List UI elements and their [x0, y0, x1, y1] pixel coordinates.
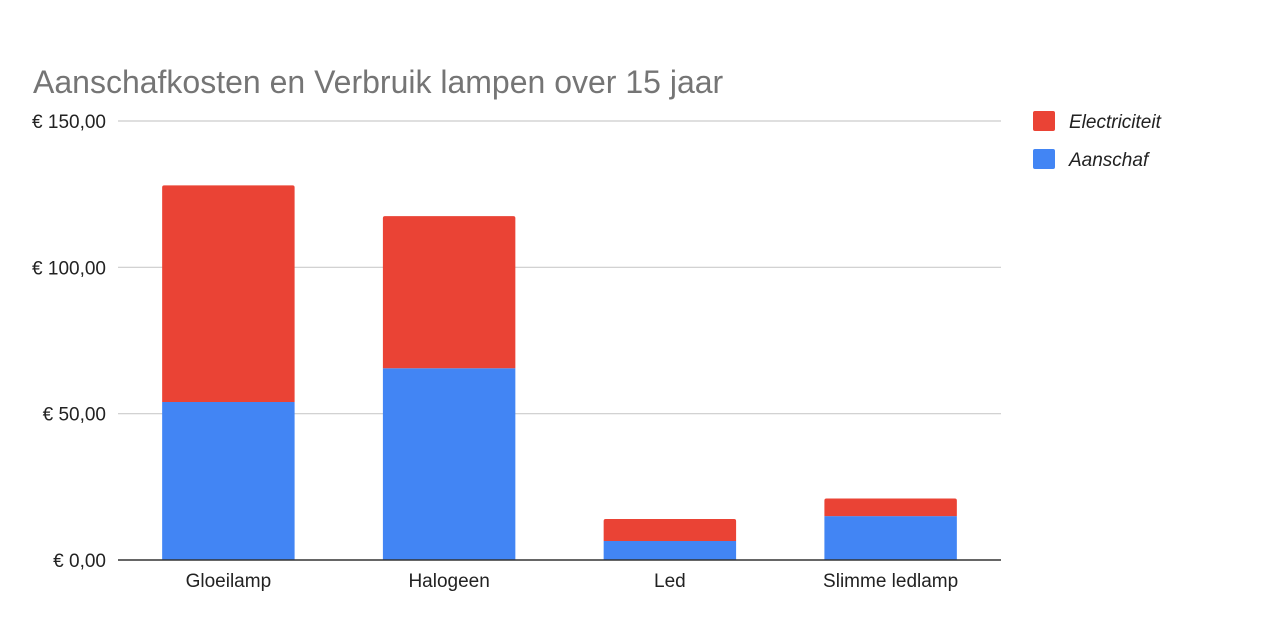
chart-title: Aanschafkosten en Verbruik lampen over 1…	[33, 64, 724, 100]
y-tick-label: € 50,00	[43, 405, 106, 426]
y-axis-tick-labels: € 0,00 € 50,00 € 100,00 € 150,00	[32, 112, 106, 572]
bar-segment-electriciteit	[603, 519, 737, 541]
legend-label: Electriciteit	[1069, 112, 1162, 133]
legend-swatch	[1033, 111, 1055, 131]
bar-segment-electriciteit	[162, 185, 295, 402]
bar-segment-aanschaf	[162, 401, 295, 560]
bar-segment-electriciteit	[382, 216, 516, 369]
x-category-label: Gloeilamp	[186, 571, 272, 592]
bar-segment-electriciteit	[824, 498, 957, 517]
x-category-label: Halogeen	[408, 571, 489, 592]
legend-label: Aanschaf	[1068, 150, 1150, 171]
x-category-label: Slimme ledlamp	[823, 571, 958, 592]
y-tick-label: € 150,00	[32, 112, 106, 133]
bar-segment-aanschaf	[824, 516, 957, 560]
legend-swatch	[1033, 149, 1055, 169]
x-axis-category-labels: Gloeilamp Halogeen Led Slimme ledlamp	[186, 571, 959, 592]
legend: Electriciteit Aanschaf	[1033, 111, 1162, 171]
bar-segment-aanschaf	[382, 368, 516, 560]
y-tick-label: € 100,00	[32, 258, 106, 279]
x-category-label: Led	[654, 571, 686, 592]
bars	[162, 185, 957, 560]
bar-segment-aanschaf	[603, 540, 737, 560]
y-tick-label: € 0,00	[53, 551, 106, 572]
